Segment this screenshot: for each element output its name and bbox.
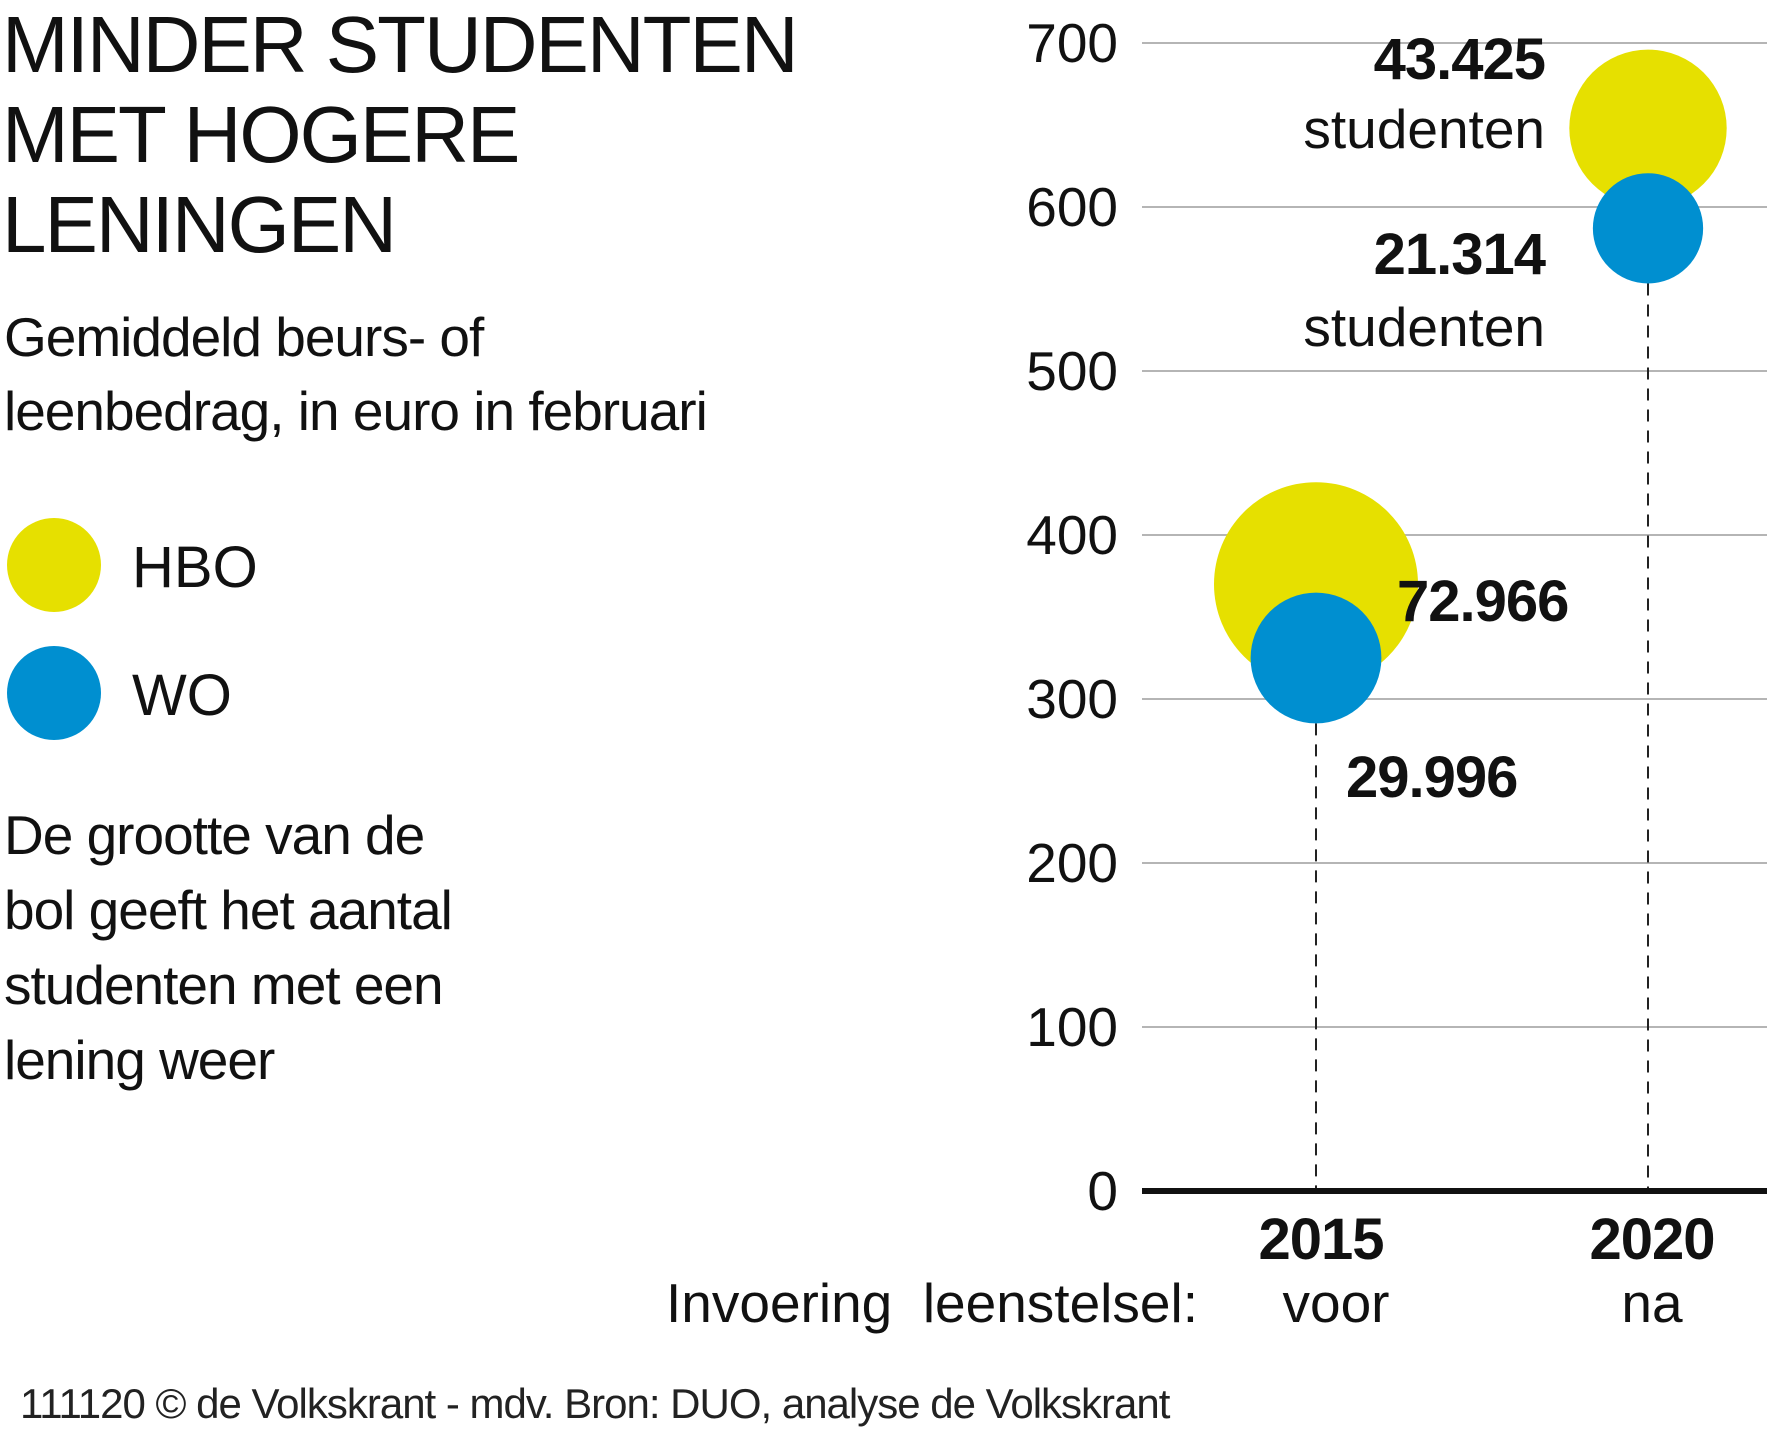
legend-label-wo: WO	[132, 663, 232, 728]
y-tick-700: 700	[1026, 12, 1118, 74]
title-line: LENINGEN	[2, 180, 397, 269]
subtitle-line: leenbedrag, in euro in februari	[4, 380, 708, 442]
label-hbo-2020-unit: studenten	[1303, 98, 1545, 160]
y-tick-300: 300	[1026, 668, 1118, 730]
legend-swatch-wo	[7, 646, 101, 740]
title-line: MET HOGERE	[2, 90, 520, 179]
y-tick-400: 400	[1026, 504, 1118, 566]
y-tick-100: 100	[1026, 996, 1118, 1058]
y-tick-600: 600	[1026, 176, 1118, 238]
chart-title: MINDER STUDENTEN MET HOGERE LENINGEN	[2, 0, 799, 270]
x-tick-2015: 2015	[1258, 1207, 1383, 1272]
y-tick-500: 500	[1026, 340, 1118, 402]
label-wo-2020-unit: studenten	[1303, 296, 1545, 358]
x-axis-label: Invoering leenstelsel:	[666, 1272, 1198, 1334]
note-line: De grootte van de	[4, 804, 425, 866]
bubble-wo-2020	[1592, 173, 1704, 284]
footer-credit: 111120 © de Volkskrant - mdv. Bron: DUO,…	[20, 1380, 1170, 1427]
bubble-wo-2015	[1250, 592, 1382, 724]
bubble-hbo-2020	[1569, 49, 1727, 207]
label-wo-2020: 21.314	[1374, 222, 1546, 287]
legend-swatch-hbo	[7, 518, 101, 612]
label-hbo-2015: 72.966	[1397, 569, 1568, 634]
x-sublabel-na: na	[1621, 1272, 1683, 1334]
note-line: bol geeft het aantal	[4, 879, 453, 941]
subtitle-line: Gemiddeld beurs- of	[4, 306, 484, 368]
title-line: MINDER STUDENTEN	[2, 0, 799, 89]
size-note: De grootte van de bol geeft het aantal s…	[4, 798, 453, 1098]
y-tick-200: 200	[1026, 832, 1118, 894]
note-line: studenten met een	[4, 954, 444, 1016]
label-wo-2015: 29.996	[1346, 745, 1517, 810]
y-tick-0: 0	[1087, 1160, 1118, 1222]
legend-label-hbo: HBO	[132, 535, 258, 600]
label-hbo-2020: 43.425	[1374, 27, 1545, 92]
x-tick-2020: 2020	[1589, 1207, 1714, 1272]
note-line: lening weer	[4, 1029, 275, 1091]
x-sublabel-voor: voor	[1283, 1272, 1390, 1334]
chart-subtitle: Gemiddeld beurs- of leenbedrag, in euro …	[4, 300, 708, 448]
